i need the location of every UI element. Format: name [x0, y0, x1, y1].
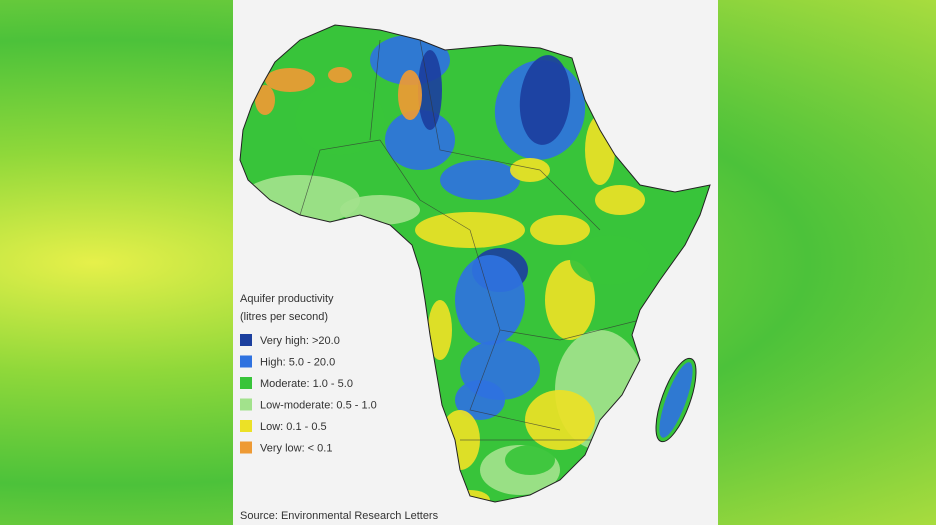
legend-subtitle: (litres per second)	[240, 311, 328, 323]
legend-label: High: 5.0 - 20.0	[260, 357, 335, 369]
source: Source: Environmental Research Letters	[240, 510, 439, 522]
map-region	[519, 55, 571, 145]
map-region	[530, 215, 590, 245]
legend: Aquifer productivity (litres per second)…	[240, 293, 377, 455]
map-region	[595, 185, 645, 215]
map-region	[398, 70, 422, 120]
legend-swatch	[240, 334, 252, 346]
map-region	[328, 67, 352, 83]
border	[539, 169, 601, 231]
map-region	[428, 300, 452, 360]
legend-label: Very low: < 0.1	[260, 443, 332, 455]
map-region	[525, 390, 595, 450]
border	[379, 139, 471, 231]
map-region	[440, 160, 520, 200]
map-region	[545, 260, 595, 340]
map-region	[455, 255, 525, 345]
legend-label: Very high: >20.0	[260, 335, 340, 347]
madagascar-outline	[655, 357, 697, 443]
map-region	[455, 380, 505, 420]
map-region	[265, 68, 315, 92]
map-region	[570, 235, 650, 285]
legend-swatch	[240, 355, 252, 368]
map-region	[659, 362, 693, 438]
map-region	[295, 85, 385, 155]
legend-label: Low-moderate: 0.5 - 1.0	[260, 400, 377, 412]
border	[369, 39, 381, 141]
legend-label: Moderate: 1.0 - 5.0	[260, 378, 353, 390]
border	[559, 319, 641, 341]
border	[419, 39, 541, 171]
map-region	[510, 158, 550, 182]
legend-swatch	[240, 377, 252, 389]
legend-label: Low: 0.1 - 0.5	[260, 421, 327, 433]
map-region	[385, 110, 455, 170]
legend-swatch	[240, 398, 252, 411]
legend-title: Aquifer productivity	[240, 293, 334, 305]
legend-swatch	[240, 420, 252, 432]
border	[469, 329, 561, 431]
border	[299, 139, 381, 216]
map-region	[255, 85, 275, 115]
map-region	[418, 50, 442, 130]
map-region	[505, 445, 555, 475]
legend-swatch	[240, 441, 252, 454]
